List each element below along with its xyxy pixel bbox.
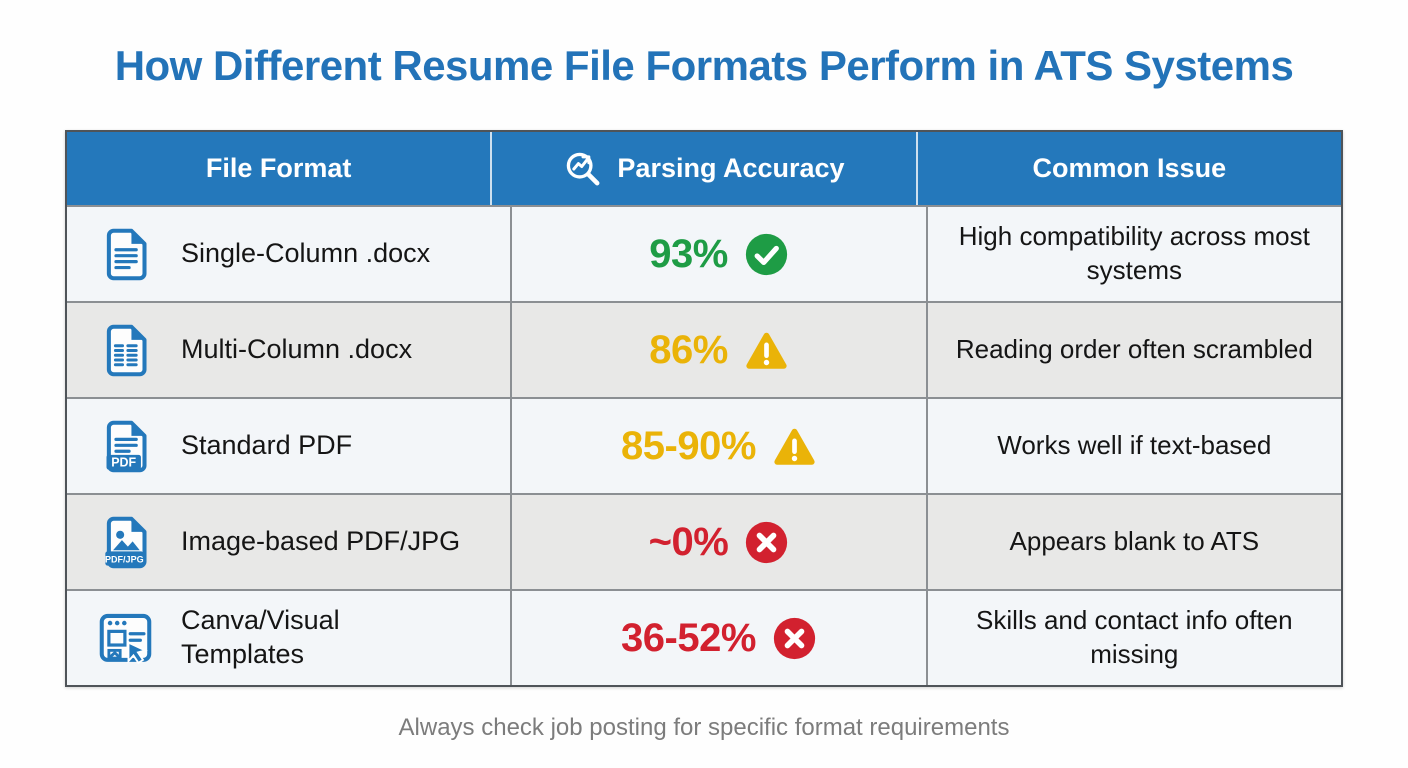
column-header-common-issue: Common Issue	[915, 132, 1341, 205]
table-row: PDF Standard PDF 85-90% Works well if text-…	[67, 397, 1341, 493]
file-format-cell: Single-Column .docx	[67, 207, 510, 301]
pdf-doc-icon: PDF	[97, 418, 154, 475]
file-format-cell: Multi-Column .docx	[67, 303, 510, 397]
file-format-label: Single-Column .docx	[181, 238, 431, 269]
image-file-icon: PDF/JPG	[97, 514, 154, 571]
footer-note: Always check job posting for specific fo…	[398, 714, 1010, 741]
table-row: PDF/JPG Image-based PDF/JPG ~0% Appears bla…	[67, 493, 1341, 589]
accuracy-value: 86%	[649, 327, 728, 372]
common-issue-cell: Skills and contact info often missing	[928, 591, 1341, 685]
warning-triangle-icon	[772, 424, 817, 469]
file-format-label: Standard PDF	[181, 430, 353, 461]
table-row: Multi-Column .docx 86% Reading order often…	[67, 301, 1341, 397]
svg-text:PDF: PDF	[111, 455, 136, 469]
parsing-accuracy-cell: ~0%	[510, 495, 928, 589]
accuracy-value: 85-90%	[621, 423, 756, 468]
issue-text: Reading order often scrambled	[955, 334, 1313, 365]
parsing-accuracy-cell: 85-90%	[510, 399, 928, 493]
warning-triangle-icon	[744, 328, 789, 373]
table-row: Canva/Visual Templates 36-52% Skills and c…	[67, 589, 1341, 685]
column-header-parsing-accuracy: Parsing Accuracy	[490, 132, 915, 205]
page-title: How Different Resume File Formats Perfor…	[114, 42, 1294, 89]
common-issue-cell: High compatibility across most systems	[928, 207, 1341, 301]
ats-format-infographic: How Different Resume File Formats Perfor…	[0, 42, 1408, 768]
svg-text:PDF/JPG: PDF/JPG	[105, 554, 144, 564]
parsing-accuracy-cell: 36-52%	[510, 591, 928, 685]
accuracy-value: ~0%	[648, 519, 729, 564]
x-circle-icon	[744, 520, 789, 565]
table-row: Single-Column .docx 93% High compatibility…	[67, 205, 1341, 301]
template-builder-icon	[97, 610, 154, 667]
file-format-cell: PDF Standard PDF	[67, 399, 510, 493]
table-body: Single-Column .docx 93% High compatibility…	[67, 205, 1341, 685]
common-issue-cell: Appears blank to ATS	[928, 495, 1341, 589]
table-header-row: File Format Parsing Accuracy Common Issu…	[67, 132, 1341, 205]
file-format-label: Multi-Column .docx	[181, 334, 413, 365]
common-issue-cell: Reading order often scrambled	[928, 303, 1341, 397]
check-circle-icon	[744, 232, 789, 277]
file-format-cell: PDF/JPG Image-based PDF/JPG	[67, 495, 510, 589]
trend-search-icon	[563, 149, 603, 189]
file-format-header-label: File Format	[205, 153, 352, 183]
ats-format-table: File Format Parsing Accuracy Common Issu…	[65, 130, 1343, 687]
issue-text: Appears blank to ATS	[1009, 526, 1260, 557]
parsing-accuracy-cell: 93%	[510, 207, 928, 301]
file-format-cell: Canva/Visual Templates	[67, 591, 510, 685]
column-header-file-format: File Format	[67, 132, 490, 205]
issue-text: High compatibility across most systems	[958, 221, 1310, 285]
issue-text: Works well if text-based	[997, 430, 1272, 461]
common-issue-cell: Works well if text-based	[928, 399, 1341, 493]
accuracy-value: 93%	[649, 231, 728, 276]
file-format-label: Image-based PDF/JPG	[181, 526, 461, 557]
single-column-doc-icon	[97, 226, 154, 283]
parsing-accuracy-header-label: Parsing Accuracy	[617, 153, 845, 183]
x-circle-icon	[772, 616, 817, 661]
parsing-accuracy-cell: 86%	[510, 303, 928, 397]
issue-text: Skills and contact info often missing	[976, 605, 1293, 669]
file-format-label: Canva/Visual Templates	[181, 605, 340, 669]
common-issue-header-label: Common Issue	[1032, 153, 1227, 183]
multi-column-doc-icon	[97, 322, 154, 379]
accuracy-value: 36-52%	[621, 615, 756, 660]
